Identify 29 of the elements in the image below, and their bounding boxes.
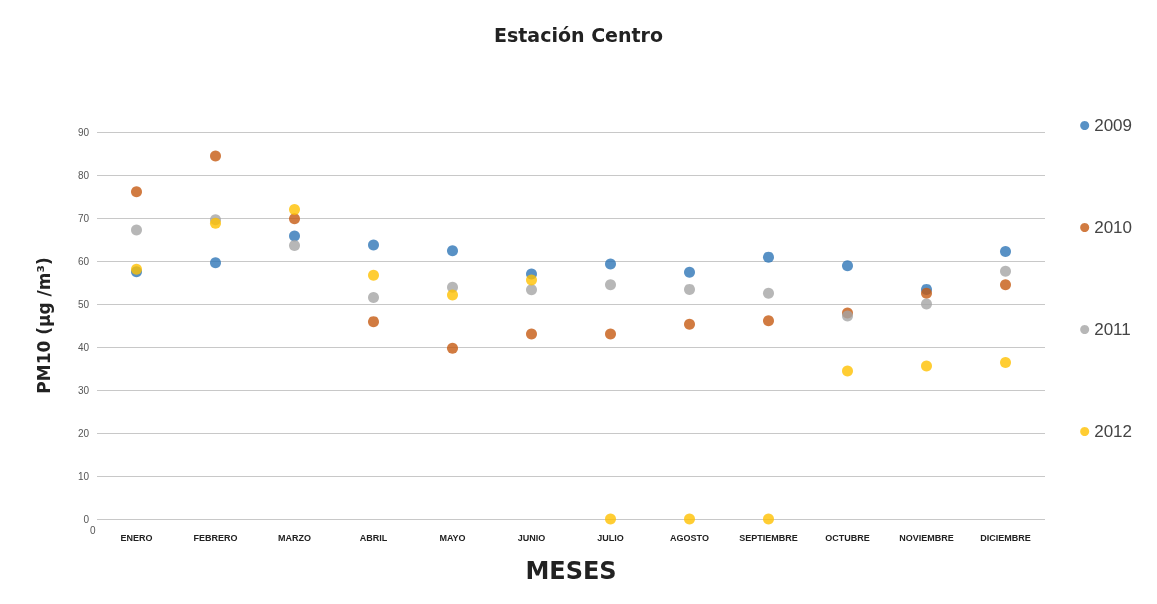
x-tick-label: FEBRERO <box>193 532 238 543</box>
legend-label: 2009 <box>1094 116 1133 135</box>
x-axis-title: MESES <box>525 557 617 585</box>
y-tick-label: 70 <box>77 212 90 224</box>
y-tick-label: 40 <box>77 341 90 353</box>
x-tick-label: JULIO <box>597 532 624 543</box>
x-tick-label: AGOSTO <box>670 532 709 543</box>
x-tick-label: ABRIL <box>359 532 388 543</box>
y-tick-label: 30 <box>77 384 90 396</box>
y-tick-label: 50 <box>77 298 90 310</box>
x-tick-label: MAYO <box>439 532 466 543</box>
y-tick-label: 90 <box>77 126 90 138</box>
y-tick-label: 10 <box>77 470 90 482</box>
chart-title: Estación Centro <box>493 23 664 46</box>
x-tick-label: ENERO <box>120 532 153 543</box>
x-tick-label: NOVIEMBRE <box>899 532 954 543</box>
legend-label: 2010 <box>1094 218 1133 237</box>
x-tick-label: MARZO <box>278 532 311 543</box>
y-tick-label: 0 <box>83 513 90 525</box>
y-tick-label: 60 <box>77 255 90 267</box>
x-tick-label: JUNIO <box>517 532 546 543</box>
y-tick-label: 20 <box>77 427 90 439</box>
legend-label: 2011 <box>1094 320 1131 339</box>
x-tick-label: OCTUBRE <box>825 532 870 543</box>
legend-label: 2012 <box>1094 422 1133 441</box>
x-tick-label: DICIEMBRE <box>980 532 1031 543</box>
y-tick-label: 80 <box>77 169 90 181</box>
y-axis-title: PM10 (µg /m³) <box>33 257 54 394</box>
x-tick-label: SEPTIEMBRE <box>739 532 798 543</box>
